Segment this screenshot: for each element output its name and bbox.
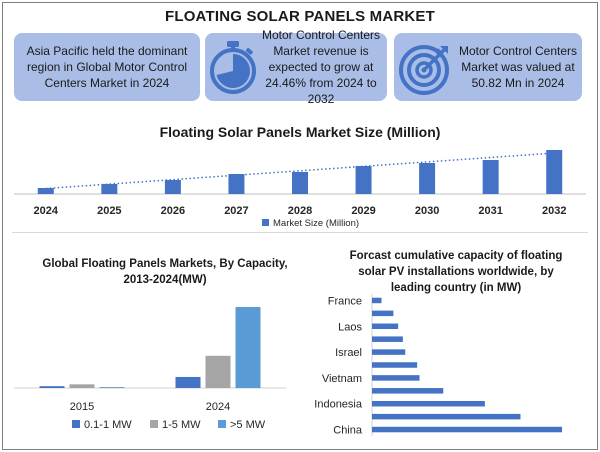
bar-capacity <box>69 384 95 388</box>
legend-swatch <box>72 420 80 428</box>
bar-capacity <box>99 387 125 388</box>
bar-country <box>372 388 444 394</box>
target-icon <box>399 45 449 95</box>
capacity-chart: 2015 2024 0.1-1 MW 1-5 MW >5 MW <box>14 307 286 431</box>
bar-country <box>372 413 521 420</box>
bar-country <box>372 362 418 368</box>
x-tick-label: 2026 <box>161 205 185 217</box>
stat-card-growth-text: Motor Control Centers Market revenue is … <box>261 28 381 106</box>
bar-market-size <box>355 166 372 194</box>
bar-country <box>372 336 403 342</box>
x-tick-label: 2024 <box>34 205 59 217</box>
country-capacity-chart: France Laos Israel Vietnam Indonesia China <box>314 294 563 437</box>
stat-card-region-text: Asia Pacific held the dominant region in… <box>26 44 188 90</box>
x-tick-label: 2030 <box>415 205 439 217</box>
chart-title-market-size: Floating Solar Panels Market Size (Milli… <box>159 124 441 140</box>
x-tick-label: 2028 <box>288 205 312 217</box>
bar-market-size <box>546 150 563 194</box>
market-size-chart: 2024 2025 2026 2027 2028 2029 2030 2031 2032 Mark… <box>14 150 586 229</box>
x-tick-label: 2025 <box>97 205 121 217</box>
bar-capacity <box>235 307 261 388</box>
legend-swatch <box>150 420 158 428</box>
chart-title-capacity: Global Floating Panels Markets, By Capac… <box>42 258 288 286</box>
bar-market-size <box>228 174 245 194</box>
y-tick-label: Vietnam <box>322 373 362 385</box>
legend-label: 1-5 MW <box>162 419 201 431</box>
legend-swatch <box>262 219 269 226</box>
y-tick-label: Indonesia <box>314 399 363 411</box>
chart-title-countries: Forcast cumulative capacity of floating … <box>349 250 563 294</box>
x-tick-label: 2029 <box>351 205 375 217</box>
x-tick-label: 2024 <box>206 401 230 413</box>
bar-country <box>372 400 485 407</box>
x-tick-label: 2015 <box>70 401 94 413</box>
trend-line <box>45 152 555 190</box>
y-tick-label: Israel <box>335 347 362 359</box>
bar-country <box>372 426 563 433</box>
legend-label: Market Size (Million) <box>273 218 359 229</box>
bar-market-size <box>37 188 54 194</box>
bar-market-size <box>419 163 436 194</box>
bar-capacity <box>205 355 231 388</box>
bar-market-size <box>101 184 118 194</box>
legend-swatch <box>218 420 226 428</box>
bar-country <box>372 310 394 317</box>
y-tick-label: China <box>333 425 363 437</box>
page-title: FLOATING SOLAR PANELS MARKET <box>164 8 436 25</box>
y-tick-label: Laos <box>338 321 362 333</box>
legend-label: >5 MW <box>230 419 266 431</box>
bar-market-size <box>482 160 499 194</box>
stopwatch-icon <box>210 41 256 94</box>
section-divider <box>12 232 588 233</box>
y-tick-label: France <box>328 295 362 307</box>
bar-market-size <box>164 180 181 194</box>
bar-country <box>372 349 406 355</box>
bar-country <box>372 297 382 304</box>
legend-label: 0.1-1 MW <box>84 419 132 431</box>
bar-capacity <box>39 386 65 388</box>
x-tick-label: 2027 <box>224 205 248 217</box>
stat-card-valuation-text: Motor Control Centers Market was valued … <box>458 44 578 90</box>
bar-country <box>372 375 420 381</box>
stat-card-region: Asia Pacific held the dominant region in… <box>14 33 200 101</box>
x-tick-label: 2031 <box>478 205 502 217</box>
bar-market-size <box>292 172 308 194</box>
bar-capacity <box>175 376 201 388</box>
bar-country <box>372 323 399 330</box>
x-tick-label: 2032 <box>542 205 566 217</box>
